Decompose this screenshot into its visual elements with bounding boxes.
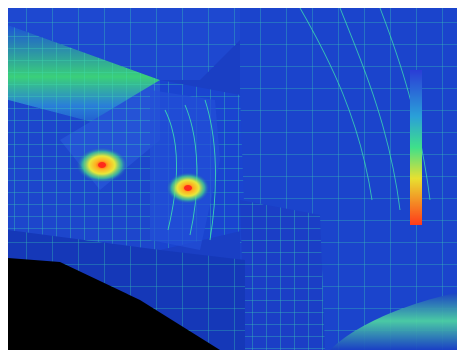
- shadow-region: [8, 258, 220, 350]
- central-block: [150, 80, 245, 250]
- lower-column: [240, 200, 325, 350]
- hotspot-left: [76, 147, 128, 183]
- color-legend-bar: [410, 70, 422, 225]
- hotspot-right: [166, 172, 210, 204]
